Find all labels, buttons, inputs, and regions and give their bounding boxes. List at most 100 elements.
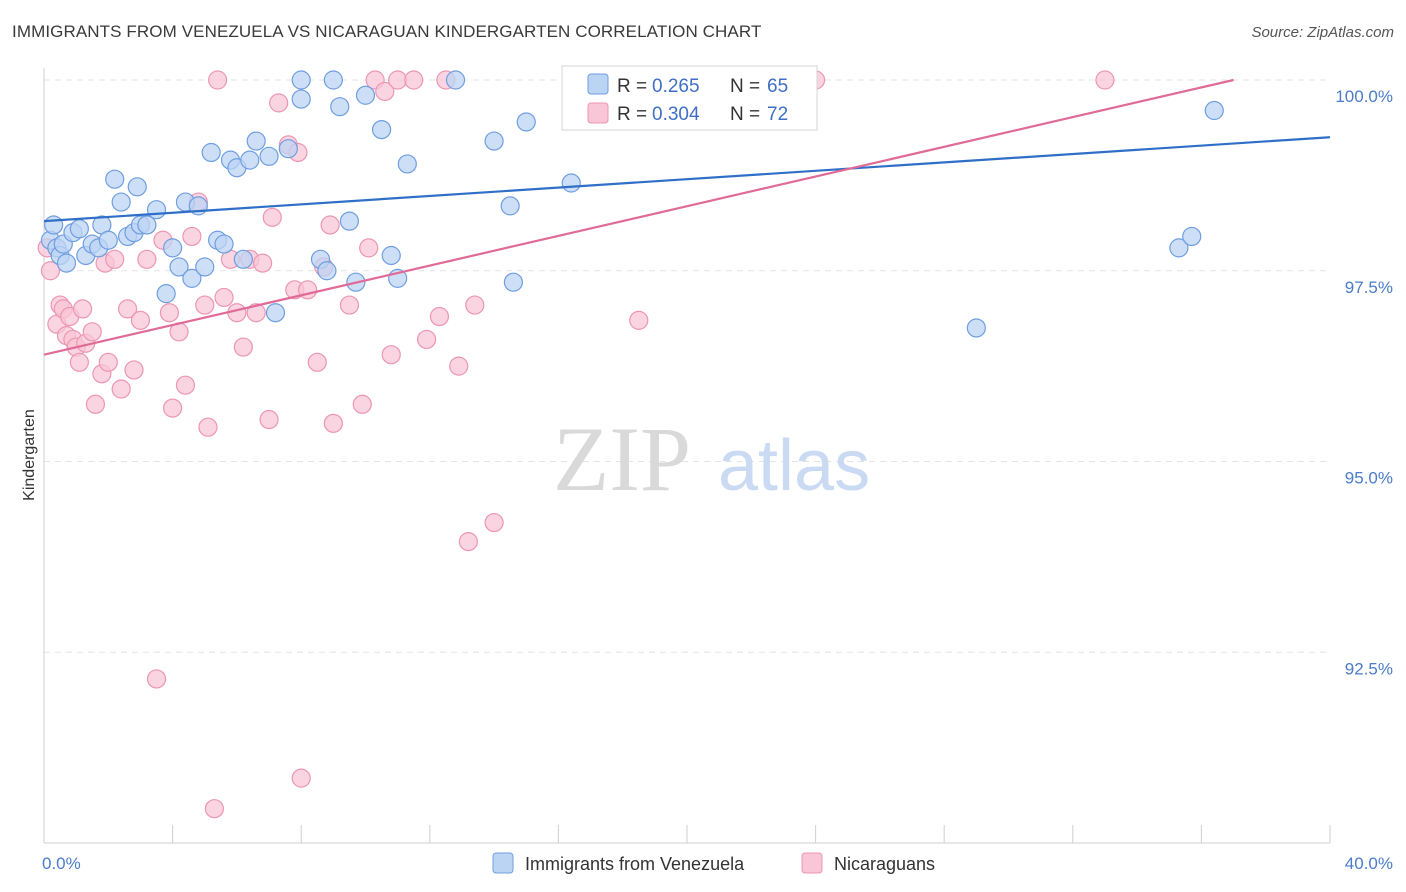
nicaraguans-point bbox=[85, 394, 106, 414]
venezuela-point bbox=[69, 219, 89, 239]
nicaraguans-point bbox=[130, 310, 151, 330]
venezuela-point bbox=[98, 230, 118, 250]
venezuela-point bbox=[503, 272, 523, 292]
venezuela-point bbox=[278, 139, 298, 159]
venezuela-point bbox=[381, 245, 401, 266]
venezuela-point bbox=[44, 215, 64, 235]
nicaraguans-point bbox=[320, 215, 340, 235]
legend-n-label-2: N = bbox=[730, 104, 760, 125]
venezuela-point bbox=[105, 169, 125, 189]
venezuela-point bbox=[259, 146, 279, 166]
bottom-legend-swatch-nicaraguans bbox=[801, 852, 823, 874]
legend-r-value-2: 0.304 bbox=[652, 104, 700, 125]
bottom-legend-swatch-venezuela bbox=[492, 852, 514, 874]
nicaraguans-point bbox=[72, 299, 93, 319]
venezuela-point bbox=[484, 131, 504, 151]
nicaraguans-point bbox=[111, 379, 131, 399]
venezuela-trend-line bbox=[43, 136, 1331, 223]
legend-r-label-2: R = bbox=[617, 104, 647, 125]
nicaraguans-point bbox=[458, 532, 478, 552]
venezuela-point bbox=[146, 200, 167, 220]
venezuela-point bbox=[323, 70, 343, 90]
venezuela-point bbox=[201, 142, 221, 163]
nicaraguans-point bbox=[175, 375, 196, 395]
nicaraguans-point bbox=[375, 81, 395, 102]
venezuela-point bbox=[214, 234, 234, 254]
nicaraguans-point bbox=[259, 409, 279, 430]
nicaraguans-point bbox=[629, 310, 649, 330]
venezuela-point bbox=[561, 173, 581, 193]
nicaraguans-point bbox=[449, 356, 469, 376]
venezuela-point bbox=[1204, 100, 1224, 121]
venezuela-point bbox=[1169, 238, 1189, 258]
venezuela-point bbox=[397, 154, 417, 174]
legend-swatch-venezuela bbox=[587, 73, 609, 95]
legend-n-label-1: N = bbox=[730, 76, 760, 97]
y-tick-label: 95.0% bbox=[1345, 469, 1393, 488]
source-credit: Source: ZipAtlas.com bbox=[1251, 24, 1394, 41]
bottom-legend-label-venezuela: Immigrants from Venezuela bbox=[525, 854, 745, 874]
venezuela-point bbox=[330, 97, 350, 117]
legend-n-value-1: 65 bbox=[767, 76, 788, 97]
nicaraguans-point bbox=[195, 295, 215, 315]
venezuela-point bbox=[1182, 226, 1202, 247]
bottom-legend-label-nicaraguans: Nicaraguans bbox=[834, 854, 935, 874]
nicaraguans-point bbox=[1095, 70, 1115, 90]
nicaraguans-point bbox=[105, 249, 125, 269]
venezuela-point bbox=[169, 257, 189, 277]
chart-title: IMMIGRANTS FROM VENEZUELA VS NICARAGUAN … bbox=[12, 22, 762, 41]
watermark-atlas: atlas bbox=[718, 426, 870, 506]
y-tick-label: 92.5% bbox=[1345, 659, 1393, 678]
venezuela-point bbox=[56, 253, 77, 273]
venezuela-point bbox=[182, 268, 202, 288]
nicaraguans-point bbox=[307, 352, 327, 372]
y-axis-label: Kindergarten bbox=[21, 409, 38, 501]
stats-legend: R = 0.265 N = 65 R = 0.304 N = 72 bbox=[561, 65, 818, 131]
venezuela-point bbox=[291, 70, 311, 90]
nicaraguans-point bbox=[262, 207, 282, 227]
nicaraguans-point bbox=[429, 306, 450, 327]
nicaraguans-point bbox=[82, 322, 102, 342]
y-tick-label: 97.5% bbox=[1345, 278, 1393, 297]
nicaraguans-point bbox=[359, 238, 379, 258]
venezuela-point bbox=[233, 249, 253, 269]
nicaraguans-point bbox=[404, 70, 424, 90]
nicaraguans-point bbox=[323, 413, 343, 433]
nicaraguans-point bbox=[182, 226, 202, 247]
venezuela-point bbox=[317, 261, 337, 281]
venezuela-point bbox=[127, 177, 147, 197]
nicaraguans-point bbox=[339, 295, 360, 315]
nicaraguans-point bbox=[124, 360, 144, 380]
y-tick-labels: 92.5% 95.0% 97.5% 100.0% bbox=[1335, 87, 1393, 678]
legend-r-label-1: R = bbox=[617, 76, 647, 97]
venezuela-point bbox=[445, 70, 466, 90]
venezuela-point bbox=[195, 257, 215, 277]
nicaraguans-point bbox=[465, 295, 485, 315]
nicaraguans-point bbox=[204, 799, 224, 819]
legend-n-value-2: 72 bbox=[767, 104, 788, 125]
venezuela-point bbox=[163, 238, 183, 258]
nicaraguans-point bbox=[381, 345, 401, 365]
venezuela-point bbox=[111, 192, 131, 212]
venezuela-point bbox=[966, 318, 986, 338]
nicaraguans-point bbox=[233, 337, 253, 357]
nicaraguans-point bbox=[159, 303, 179, 323]
nicaraguans-point bbox=[117, 299, 138, 319]
nicaraguans-point bbox=[146, 669, 167, 689]
nicaraguans-point bbox=[69, 352, 89, 372]
venezuela-point bbox=[500, 196, 520, 216]
venezuela-point bbox=[265, 303, 286, 323]
nicaraguans-point bbox=[269, 93, 289, 113]
venezuela-point bbox=[371, 119, 392, 140]
venezuela-point bbox=[355, 85, 376, 105]
venezuela-point bbox=[137, 215, 157, 235]
venezuela-point bbox=[291, 89, 311, 109]
nicaraguans-point bbox=[484, 512, 504, 533]
nicaraguans-point bbox=[246, 303, 266, 323]
nicaraguans-point bbox=[416, 329, 437, 350]
nicaraguans-point bbox=[137, 249, 157, 269]
venezuela-point bbox=[516, 112, 536, 132]
nicaraguans-point bbox=[163, 398, 183, 418]
nicaraguans-point bbox=[198, 417, 218, 437]
